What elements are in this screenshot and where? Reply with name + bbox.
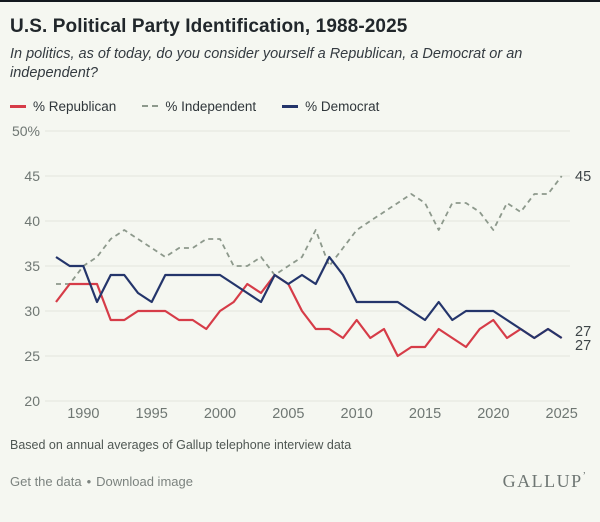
end-value-label-independent: 45: [575, 169, 591, 185]
end-value-label-republican: 27: [575, 338, 591, 354]
legend-item-independent: % Independent: [142, 99, 256, 114]
x-axis-label-2010: 2010: [341, 406, 373, 422]
x-axis-label-1995: 1995: [136, 406, 168, 422]
footer-links: Get the data • Download image: [10, 474, 193, 489]
legend-label-democrat: % Democrat: [305, 98, 380, 114]
line-chart-area: 20 25 30 35 40 45 50% 1990 1995 2000 2005 2010 2015 2…: [0, 117, 600, 429]
chart-footer: Get the data • Download image GALLUP’: [0, 471, 600, 492]
republican-line-swatch: [10, 104, 26, 108]
legend-label-republican: % Republican: [33, 98, 117, 114]
window-top-edge: [0, 0, 600, 2]
y-axis-label-25: 25: [24, 348, 40, 364]
x-axis-label-2020: 2020: [477, 406, 509, 422]
download-image-link[interactable]: Download image: [96, 474, 193, 490]
republican-line: [55, 273, 563, 358]
democrat-line: [55, 255, 563, 340]
survey-question-subtitle: In politics, as of today, do you conside…: [10, 46, 523, 81]
gallup-logo-mark: ’: [582, 471, 586, 483]
y-axis-label-45: 45: [24, 168, 40, 184]
source-note: Based on annual averages of Gallup telep…: [10, 438, 352, 453]
gallup-logo-text: GALLUP: [502, 471, 583, 492]
page-title: U.S. Political Party Identification, 198…: [10, 16, 408, 37]
x-axis-label-1990: 1990: [67, 406, 99, 422]
x-axis-label-2025: 2025: [546, 406, 578, 422]
legend-item-democrat: % Democrat: [282, 99, 379, 114]
link-separator: •: [86, 474, 92, 490]
y-axis-label-30: 30: [24, 303, 40, 319]
independent-line: [56, 175, 563, 285]
democrat-line-swatch: [282, 104, 299, 108]
legend-label-independent: % Independent: [165, 98, 257, 114]
chart-header: U.S. Political Party Identification, 198…: [0, 2, 600, 82]
gallup-logo: GALLUP’: [503, 471, 586, 492]
x-axis-label-2005: 2005: [272, 406, 304, 422]
y-axis-label-40: 40: [24, 213, 40, 229]
x-axis-label-2015: 2015: [409, 406, 441, 422]
y-axis-label-20: 20: [24, 393, 40, 409]
end-value-label-democrat: 27: [575, 324, 591, 340]
get-the-data-link[interactable]: Get the data: [10, 474, 82, 490]
independent-line-swatch: [142, 105, 159, 108]
y-axis-label-35: 35: [24, 258, 40, 274]
x-axis-label-2000: 2000: [204, 406, 236, 422]
y-axis-label-50: 50%: [12, 123, 40, 139]
legend-item-republican: % Republican: [10, 99, 116, 114]
chart-legend: % Republican % Independent % Democrat: [0, 97, 600, 115]
